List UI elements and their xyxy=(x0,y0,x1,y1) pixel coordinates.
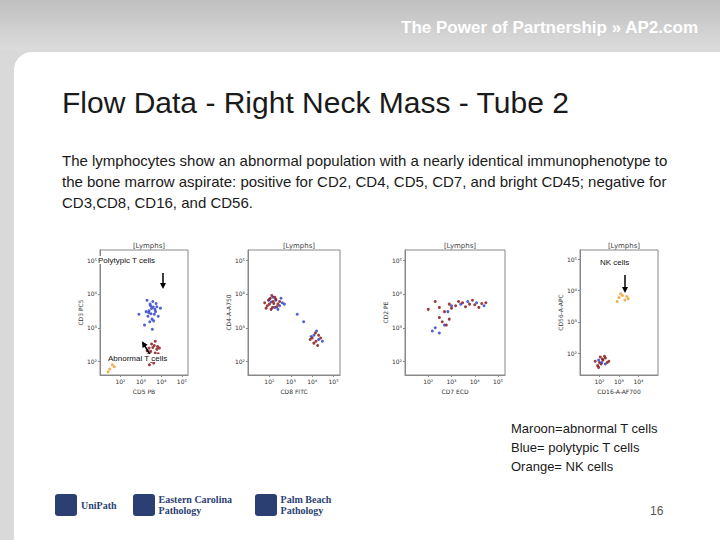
svg-text:10⁵: 10⁵ xyxy=(329,378,340,385)
svg-text:Polytypic T cells: Polytypic T cells xyxy=(98,256,155,265)
svg-text:[Lymphs]: [Lymphs] xyxy=(283,242,315,250)
html-text:The lymphocytes show an abnorm: The lymphocytes show an abnormal populat… xyxy=(62,152,668,211)
html-text:Palm Beach Pathology: Palm Beach Pathology xyxy=(280,494,332,516)
html-text:16: 16 xyxy=(650,504,664,518)
svg-text:10²: 10² xyxy=(264,378,275,385)
svg-text:10⁴: 10⁴ xyxy=(470,378,481,385)
svg-text:10³: 10³ xyxy=(136,378,147,385)
svg-text:10²: 10² xyxy=(235,358,246,365)
html-text:Eastern Carolina Pathology: Eastern Carolina Pathology xyxy=(158,494,232,516)
svg-text:10⁵: 10⁵ xyxy=(493,378,504,385)
svg-text:CD2 PE: CD2 PE xyxy=(382,301,389,323)
svg-text:10³: 10³ xyxy=(567,318,578,325)
svg-text:10²: 10² xyxy=(87,358,98,365)
svg-text:CD3 PC5: CD3 PC5 xyxy=(77,299,84,325)
svg-text:10⁴: 10⁴ xyxy=(307,378,318,385)
svg-text:10⁵: 10⁵ xyxy=(87,257,98,264)
html-text:The Power of Partnership » AP2: The Power of Partnership » AP2.com xyxy=(401,18,698,37)
svg-text:10⁵: 10⁵ xyxy=(392,257,403,264)
svg-text:10³: 10³ xyxy=(235,324,246,331)
svg-text:CD16-A-AF700: CD16-A-AF700 xyxy=(597,388,641,395)
svg-text:10³: 10³ xyxy=(614,378,625,385)
html-text:Flow Data - Right Neck Mass -: Flow Data - Right Neck Mass - Tube 2 xyxy=(62,86,569,119)
svg-text:CD7 ECD: CD7 ECD xyxy=(441,388,469,395)
svg-text:10⁵: 10⁵ xyxy=(177,378,188,385)
svg-text:CD4-A-A750: CD4-A-A750 xyxy=(225,294,232,330)
svg-text:CD56-A-APC: CD56-A-APC xyxy=(557,294,564,330)
html-text:Orange= NK cells: Orange= NK cells xyxy=(511,459,614,474)
svg-text:10²: 10² xyxy=(392,358,403,365)
svg-text:10⁴: 10⁴ xyxy=(633,378,644,385)
html-text:UniPath: UniPath xyxy=(81,499,117,511)
svg-text:10³: 10³ xyxy=(446,378,457,385)
html-text:Maroon=abnormal T cells: Maroon=abnormal T cells xyxy=(511,421,658,436)
svg-text:10⁴: 10⁴ xyxy=(87,290,98,297)
svg-text:10⁴: 10⁴ xyxy=(156,378,167,385)
svg-text:10²: 10² xyxy=(594,378,605,385)
svg-text:CD8 FITC: CD8 FITC xyxy=(280,388,307,395)
svg-text:[Lymphs]: [Lymphs] xyxy=(444,242,476,250)
svg-text:10³: 10³ xyxy=(87,324,98,331)
svg-text:10³: 10³ xyxy=(392,324,403,331)
svg-text:10²: 10² xyxy=(115,378,126,385)
svg-text:CD5 PB: CD5 PB xyxy=(133,388,155,395)
svg-text:10⁵: 10⁵ xyxy=(235,257,246,264)
svg-text:10²: 10² xyxy=(567,350,578,357)
svg-text:10⁵: 10⁵ xyxy=(567,256,578,263)
svg-text:10⁴: 10⁴ xyxy=(235,290,246,297)
svg-text:NK cells: NK cells xyxy=(600,258,629,267)
svg-text:[Lymphs]: [Lymphs] xyxy=(608,242,640,250)
svg-text:10⁴: 10⁴ xyxy=(392,290,403,297)
html-text:Blue= polytypic T cells: Blue= polytypic T cells xyxy=(511,440,640,455)
svg-text:10²: 10² xyxy=(423,378,434,385)
svg-text:10⁴: 10⁴ xyxy=(567,287,578,294)
svg-text:[Lymphs]: [Lymphs] xyxy=(133,242,165,250)
svg-text:10³: 10³ xyxy=(286,378,297,385)
svg-text:Abnormal T cells: Abnormal T cells xyxy=(108,354,167,363)
